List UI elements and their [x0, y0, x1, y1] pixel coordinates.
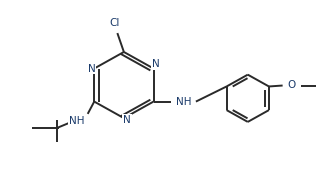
Text: NH: NH	[68, 116, 84, 126]
Text: NH: NH	[176, 97, 192, 107]
Text: O: O	[288, 80, 296, 90]
Text: N: N	[88, 64, 96, 74]
Text: Cl: Cl	[109, 18, 119, 28]
Text: N: N	[152, 59, 160, 69]
Text: N: N	[123, 115, 131, 125]
